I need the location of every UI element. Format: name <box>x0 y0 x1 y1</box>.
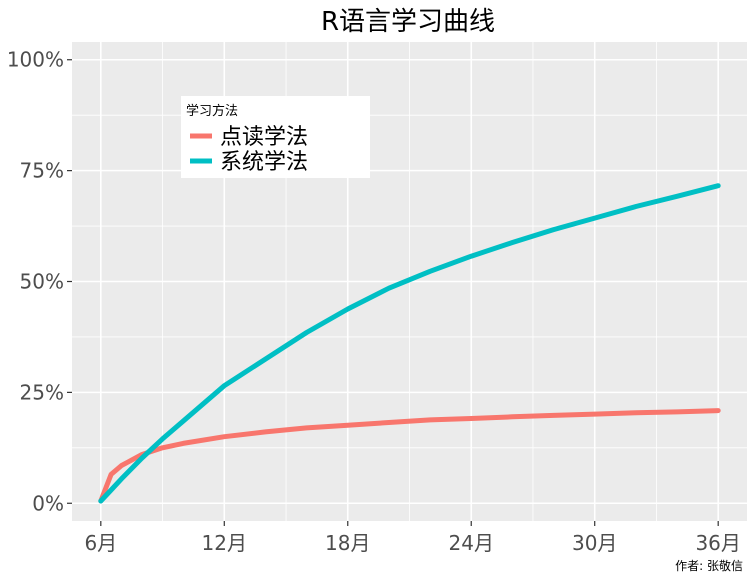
series-line-点读学法 <box>98 408 721 504</box>
y-tick-label: 25% <box>20 380 64 404</box>
y-tick-label: 0% <box>32 491 64 515</box>
x-tick-label: 18月 <box>325 531 370 555</box>
chart-caption: 作者: 张敬信 <box>675 559 743 573</box>
series-line-系统学法 <box>98 183 721 504</box>
chart-title: R语言学习曲线 <box>321 7 495 37</box>
legend-label-系统学法: 系统学法 <box>220 150 308 175</box>
y-tick-label: 50% <box>20 270 64 294</box>
legend-title: 学习方法 <box>186 103 238 119</box>
y-tick-label: 75% <box>20 159 64 183</box>
legend-label-点读学法: 点读学法 <box>220 125 308 150</box>
x-tick-label: 24月 <box>449 531 494 555</box>
y-tick-label: 100% <box>7 48 64 72</box>
x-tick-label: 30月 <box>572 531 617 555</box>
x-tick-label: 36月 <box>695 531 740 555</box>
series-lines <box>98 183 721 504</box>
legend: 学习方法 点读学法 系统学法 <box>181 96 370 178</box>
legend-box <box>181 96 370 178</box>
x-tick-label: 12月 <box>202 531 247 555</box>
axes: 6月 12月 18月 24月 30月 36月 0% 25% 50% 75% 100% <box>7 48 741 555</box>
x-tick-label: 6月 <box>84 531 117 555</box>
